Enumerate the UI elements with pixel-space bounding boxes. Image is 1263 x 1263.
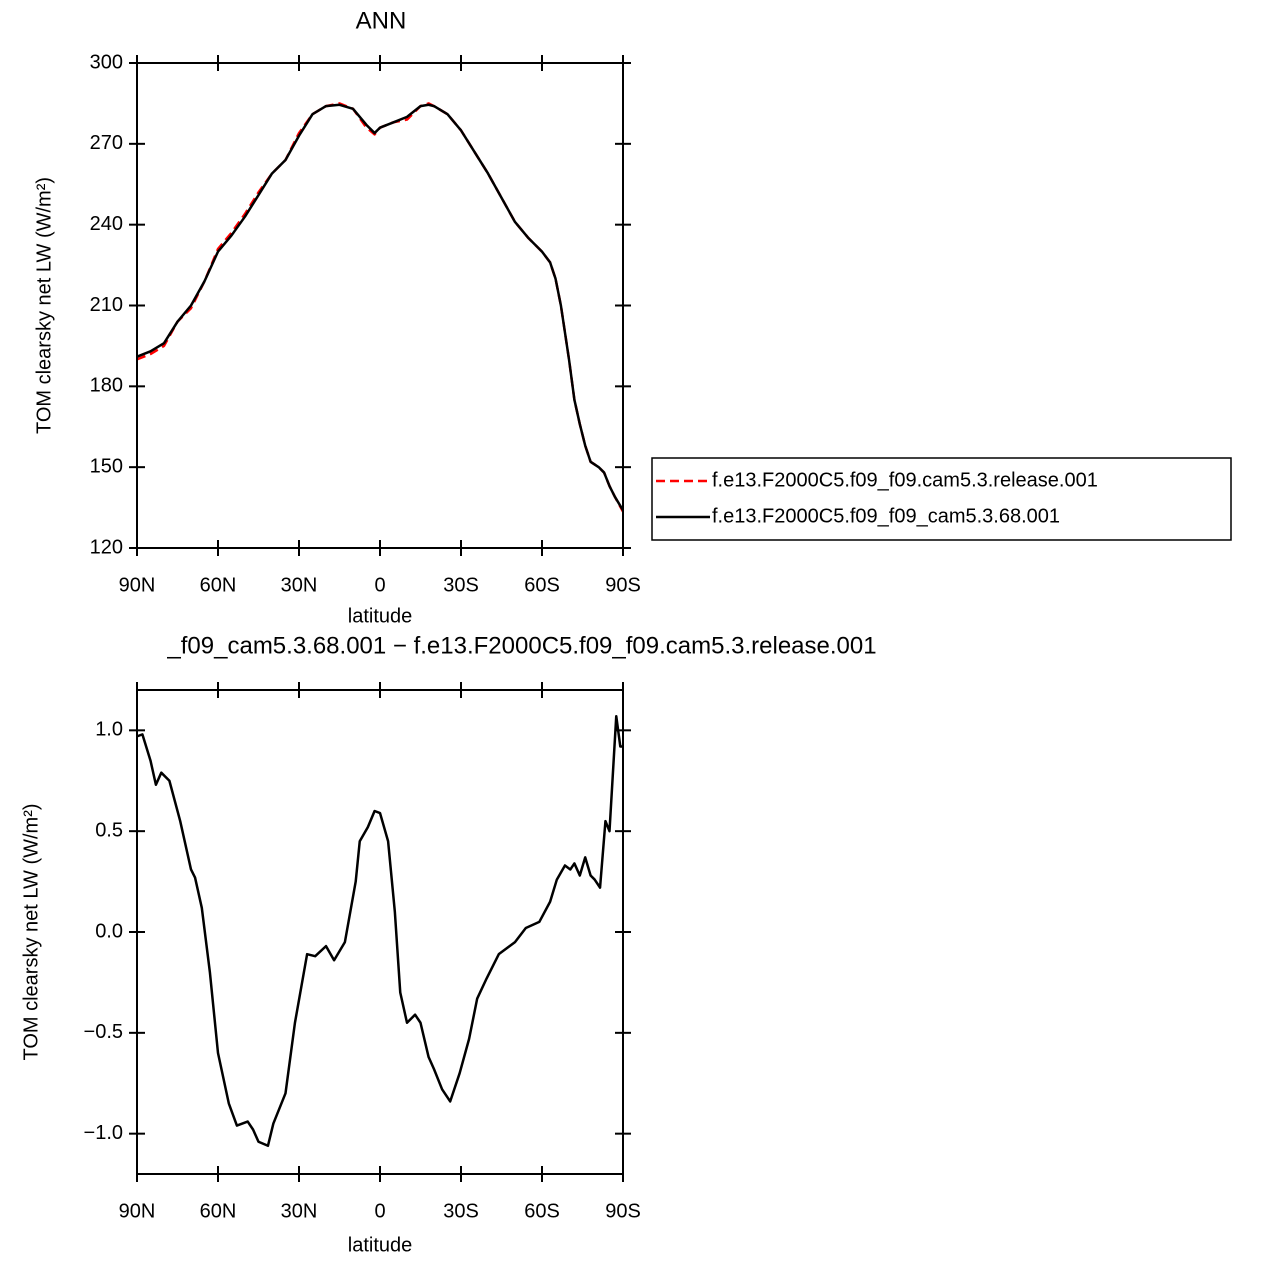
y-tick-label: 0.5 xyxy=(95,819,123,841)
y-tick-label: 180 xyxy=(90,375,123,397)
y-tick-label: −1.0 xyxy=(84,1122,123,1144)
x-tick-label: 60S xyxy=(524,1200,560,1222)
y-tick-label: 270 xyxy=(90,132,123,154)
plot-frame xyxy=(136,689,624,1175)
x-tick-label: 90N xyxy=(119,1200,156,1222)
x-tick-label: 0 xyxy=(374,1200,385,1222)
legend-label: f.e13.F2000C5.f09_f09_cam5.3.68.001 xyxy=(712,505,1060,527)
data-line xyxy=(136,103,625,511)
y-tick-label: 120 xyxy=(90,536,123,558)
y-tick-label: −0.5 xyxy=(84,1021,123,1043)
x-tick-label: 0 xyxy=(374,574,385,596)
legend-box xyxy=(651,457,1232,541)
x-tick-label: 90S xyxy=(605,574,641,596)
x-axis-label: latitude xyxy=(348,605,413,627)
x-tick-label: 60N xyxy=(200,1200,237,1222)
y-tick-label: 240 xyxy=(90,213,123,235)
y-tick-label: 210 xyxy=(90,294,123,316)
y-axis-label: TOM clearsky net LW (W/m²) xyxy=(20,803,42,1060)
legend-label: f.e13.F2000C5.f09_f09.cam5.3.release.001 xyxy=(712,469,1098,491)
chart-title: _f09_cam5.3.68.001 − f.e13.F2000C5.f09_f… xyxy=(166,632,876,659)
data-line xyxy=(136,714,623,1148)
x-tick-label: 30N xyxy=(281,1200,318,1222)
y-tick-label: 150 xyxy=(90,455,123,477)
chart-title: ANN xyxy=(356,7,407,34)
x-tick-label: 60S xyxy=(524,574,560,596)
y-tick-label: 300 xyxy=(90,51,123,73)
x-tick-label: 60N xyxy=(200,574,237,596)
x-axis-label: latitude xyxy=(348,1234,413,1256)
plot-frame xyxy=(136,62,624,549)
x-tick-label: 30S xyxy=(443,574,479,596)
y-tick-label: 0.0 xyxy=(95,920,123,942)
x-tick-label: 90N xyxy=(119,574,156,596)
x-tick-label: 90S xyxy=(605,1200,641,1222)
x-tick-label: 30N xyxy=(281,574,318,596)
x-tick-label: 30S xyxy=(443,1200,479,1222)
data-line xyxy=(136,102,625,513)
y-tick-label: 1.0 xyxy=(95,719,123,741)
y-axis-label: TOM clearsky net LW (W/m²) xyxy=(33,177,55,434)
